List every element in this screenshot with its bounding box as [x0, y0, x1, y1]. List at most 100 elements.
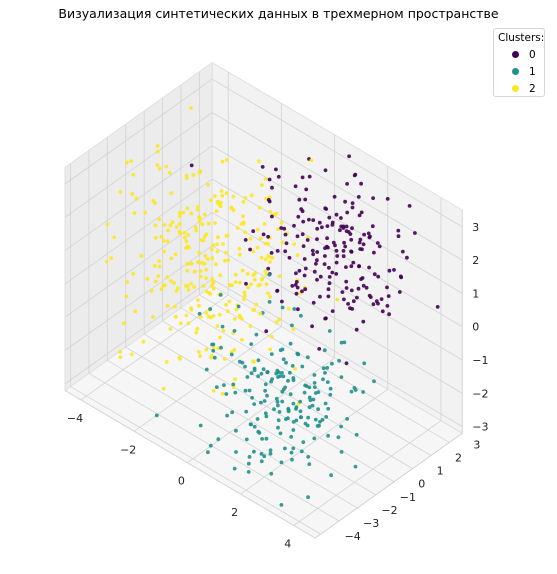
scatter-point-series-0 [315, 277, 319, 282]
legend-marker [512, 85, 519, 92]
scatter-point-series-0 [303, 197, 308, 202]
scatter-point-series-0 [397, 290, 402, 294]
scatter-point-series-0 [260, 165, 265, 169]
axis-panes [64, 61, 464, 539]
scatter-point-series-1 [262, 399, 267, 403]
scatter-point-series-0 [385, 197, 390, 201]
scatter-point-series-0 [302, 273, 307, 278]
scatter-point-series-1 [306, 415, 310, 420]
scatter-point-series-1 [231, 382, 236, 387]
scatter-point-series-2 [214, 262, 218, 267]
scatter-point-series-0 [339, 224, 344, 229]
scatter-point-series-2 [266, 291, 270, 296]
scatter-point-series-1 [280, 389, 285, 394]
scatter-point-series-2 [166, 228, 170, 233]
scatter-point-series-2 [151, 315, 155, 319]
scatter-point-series-2 [184, 176, 189, 181]
scatter-point-series-1 [268, 451, 273, 456]
scatter-point-series-2 [231, 194, 236, 199]
scatter-point-series-2 [240, 268, 245, 273]
scatter-point-series-1 [259, 400, 263, 405]
scatter-point-series-0 [303, 287, 308, 292]
scatter-point-series-1 [307, 405, 312, 410]
scatter-point-series-2 [218, 204, 223, 209]
scatter-point-series-2 [198, 354, 203, 358]
scatter-point-series-1 [243, 388, 248, 393]
scatter-point-series-2 [139, 254, 144, 258]
scatter-point-series-1 [256, 429, 261, 434]
scatter-point-series-2 [198, 216, 203, 221]
z-tick-label: −1 [472, 354, 488, 367]
scatter-point-series-0 [326, 294, 331, 299]
z-tick-label: 2 [472, 254, 479, 267]
scatter-point-series-2 [189, 261, 194, 266]
scatter-point-series-2 [223, 258, 227, 263]
scatter-point-series-2 [173, 252, 178, 257]
scatter-point-series-0 [371, 196, 375, 201]
scatter-point-series-0 [367, 265, 371, 270]
scatter-point-series-0 [357, 264, 361, 269]
z-gridline [64, 212, 213, 318]
scatter-point-series-2 [206, 314, 211, 319]
scatter-point-series-2 [209, 198, 213, 203]
scatter-point-series-0 [267, 199, 272, 204]
scatter-point-series-2 [210, 284, 214, 288]
scatter-point-series-1 [252, 368, 257, 373]
scatter-point-series-1 [339, 340, 344, 345]
scatter-point-series-1 [300, 364, 305, 369]
scatter-point-series-1 [326, 406, 331, 411]
scatter-point-series-0 [330, 309, 335, 313]
scatter-point-series-0 [333, 243, 337, 248]
scatter-point-series-2 [157, 166, 162, 171]
scatter-point-series-2 [153, 223, 158, 228]
scatter-point-series-1 [267, 272, 272, 277]
scatter-point-series-2 [170, 220, 175, 225]
y-tick-label: −1 [400, 491, 416, 504]
scatter-point-series-0 [275, 288, 280, 293]
scatter-point-series-1 [244, 437, 249, 442]
scatter-point-series-1 [342, 340, 347, 345]
scatter-point-series-1 [289, 450, 294, 455]
scatter-point-series-1 [247, 455, 252, 459]
scatter-point-series-0 [349, 237, 354, 242]
scatter-point-series-2 [195, 207, 200, 212]
scatter-point-series-2 [157, 217, 162, 222]
scatter-point-series-2 [263, 241, 268, 246]
scatter-point-series-0 [325, 224, 330, 229]
scatter-point-series-2 [252, 277, 257, 282]
scatter-point-series-1 [284, 417, 288, 421]
scatter-point-series-1 [198, 423, 203, 428]
scatter-point-series-0 [354, 327, 359, 332]
scatter-point-series-0 [310, 248, 315, 253]
scatter-point-series-2 [206, 183, 210, 187]
z-tick-label: −3 [472, 421, 488, 434]
scatter-point-series-2 [109, 256, 114, 260]
scatter-point-series-1 [246, 461, 251, 466]
scatter-point-series-1 [274, 371, 279, 376]
scatter-point-series-1 [298, 409, 303, 414]
scatter-point-series-0 [372, 272, 377, 277]
scatter-point-series-0 [330, 220, 335, 225]
legend-label: 2 [529, 82, 536, 95]
scatter-point-series-2 [268, 347, 272, 352]
scatter-point-series-2 [220, 159, 225, 164]
scatter-point-series-0 [295, 234, 300, 239]
scatter-point-series-1 [294, 405, 299, 410]
scatter-point-series-2 [257, 159, 261, 164]
scatter-point-series-2 [214, 209, 219, 214]
scatter-point-series-0 [283, 249, 288, 254]
scatter-point-series-2 [269, 334, 274, 339]
scatter-point-series-2 [239, 316, 244, 321]
scatter-point-series-1 [236, 304, 241, 309]
scatter-point-series-1 [268, 448, 273, 453]
scatter-point-series-0 [350, 201, 355, 206]
scatter-point-series-1 [301, 440, 306, 444]
scatter-point-series-0 [387, 268, 392, 273]
y-gridline [143, 333, 395, 483]
scatter-point-series-0 [292, 223, 296, 228]
scatter-point-series-1 [290, 323, 294, 328]
z-gridline [212, 212, 463, 361]
scatter-point-series-1 [316, 407, 320, 412]
scatter-point-series-1 [345, 417, 349, 421]
scatter-point-series-1 [249, 342, 254, 346]
